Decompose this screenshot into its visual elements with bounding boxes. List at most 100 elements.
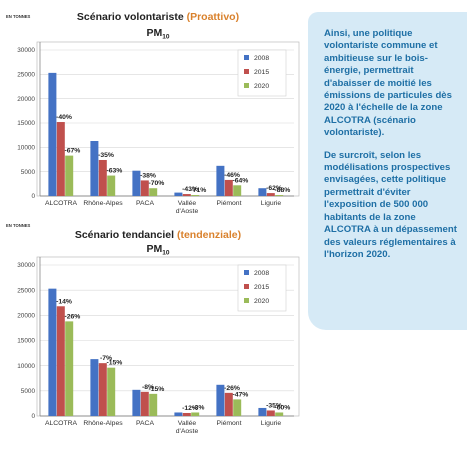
x-tick-label: Vallée bbox=[178, 200, 197, 207]
y-tick-label: 10000 bbox=[17, 363, 35, 370]
bar-2020 bbox=[233, 185, 242, 196]
chart-tendanciel: EN TONNES Scénario tendanciel (tendenzial… bbox=[0, 218, 300, 450]
bar-2020 bbox=[275, 195, 284, 196]
chart-subtitle-main: PM bbox=[147, 243, 163, 255]
data-label: -14% bbox=[56, 298, 72, 305]
x-tick-label: Ligurie bbox=[261, 200, 282, 207]
bar-2020 bbox=[233, 399, 242, 416]
data-label: -38% bbox=[140, 172, 156, 179]
bar-2008 bbox=[216, 384, 225, 416]
bar-2020 bbox=[65, 155, 74, 196]
data-label: -67% bbox=[64, 148, 80, 155]
legend-label: 2015 bbox=[254, 69, 269, 76]
y-tick-label: 30000 bbox=[17, 47, 35, 54]
x-tick-label: Vallée bbox=[178, 420, 197, 427]
data-label: -43% bbox=[182, 186, 198, 193]
data-label: -8% bbox=[142, 384, 154, 391]
info-panel: Ainsi, une politique volontariste commun… bbox=[308, 12, 467, 330]
bar-2015 bbox=[266, 410, 275, 416]
data-label: -35% bbox=[266, 402, 282, 409]
chart-title-main: Scénario tendanciel bbox=[75, 229, 177, 241]
data-label: -3% bbox=[192, 404, 204, 411]
data-label: -26% bbox=[64, 313, 80, 320]
bar-2020 bbox=[149, 393, 158, 416]
data-label: -62% bbox=[266, 185, 282, 192]
chart-svg: EN TONNES Scénario tendanciel (tendenzial… bbox=[6, 223, 300, 435]
bar-2008 bbox=[48, 288, 57, 416]
chart-subtitle: PM10 bbox=[147, 243, 170, 257]
bar-2020 bbox=[107, 175, 116, 196]
chart-subtitle-sub: 10 bbox=[162, 34, 170, 41]
chart-subtitle-main: PM bbox=[147, 27, 163, 39]
chart-title-accent: (Proattivo) bbox=[187, 11, 240, 23]
data-label: -15% bbox=[106, 360, 122, 367]
legend-label: 2020 bbox=[254, 298, 269, 305]
data-label: -7% bbox=[100, 355, 112, 362]
bar-2015 bbox=[182, 412, 191, 416]
bar-2015 bbox=[98, 363, 107, 416]
bar-2020 bbox=[107, 367, 116, 416]
legend-label: 2020 bbox=[254, 83, 269, 90]
legend-label: 2008 bbox=[254, 55, 269, 62]
bar-2008 bbox=[132, 389, 141, 416]
data-label: -70% bbox=[148, 180, 164, 187]
y-tick-label: 30000 bbox=[17, 262, 35, 269]
bar-2008 bbox=[174, 412, 183, 416]
chart-volontariste: EN TONNES Scénario volontariste (Proattiv… bbox=[0, 0, 300, 218]
y-tick-label: 15000 bbox=[17, 120, 35, 127]
chart-title-accent: (tendenziale) bbox=[177, 229, 241, 241]
bar-2008 bbox=[90, 141, 99, 196]
bar-2020 bbox=[191, 412, 200, 416]
legend-swatch bbox=[244, 69, 249, 74]
x-tick-label: ALCOTRA bbox=[45, 200, 78, 207]
bar-2008 bbox=[132, 170, 141, 196]
y-tick-label: 20000 bbox=[17, 313, 35, 320]
bar-2020 bbox=[275, 412, 284, 416]
x-tick-label: d'Aoste bbox=[176, 208, 199, 215]
bar-2008 bbox=[48, 72, 57, 196]
x-tick-label: PACA bbox=[136, 200, 154, 207]
bar-2015 bbox=[224, 392, 233, 416]
legend-swatch bbox=[244, 270, 249, 275]
unit-label: EN TONNES bbox=[6, 223, 31, 228]
info-paragraph-1: Ainsi, une politique volontariste commun… bbox=[324, 28, 452, 139]
chart-title: Scénario volontariste (Proattivo) bbox=[77, 11, 239, 23]
x-tick-label: d'Aoste bbox=[176, 428, 199, 435]
y-tick-label: 20000 bbox=[17, 96, 35, 103]
data-label: -64% bbox=[232, 177, 248, 184]
y-tick-label: 25000 bbox=[17, 287, 35, 294]
bar-2015 bbox=[266, 193, 275, 196]
bar-2008 bbox=[90, 359, 99, 416]
legend-swatch bbox=[244, 55, 249, 60]
data-label: -46% bbox=[224, 172, 240, 179]
y-tick-label: 5000 bbox=[21, 388, 36, 395]
bar-2015 bbox=[224, 179, 233, 196]
data-label: -35% bbox=[98, 152, 114, 159]
bar-2008 bbox=[216, 165, 225, 196]
chart-subtitle: PM10 bbox=[147, 27, 170, 41]
x-tick-label: ALCOTRA bbox=[45, 420, 78, 427]
bar-2015 bbox=[140, 180, 149, 196]
y-tick-label: 25000 bbox=[17, 72, 35, 79]
y-tick-label: 10000 bbox=[17, 145, 35, 152]
data-label: -88% bbox=[274, 187, 290, 194]
bar-2008 bbox=[258, 407, 267, 416]
unit-label: EN TONNES bbox=[6, 14, 31, 19]
bar-2015 bbox=[182, 194, 191, 196]
data-label: -63% bbox=[106, 168, 122, 175]
y-tick-label: 0 bbox=[31, 413, 35, 420]
data-label: -26% bbox=[224, 385, 240, 392]
x-tick-label: Rhône-Alpes bbox=[83, 200, 123, 207]
legend-swatch bbox=[244, 298, 249, 303]
data-label: -12% bbox=[182, 405, 198, 412]
legend-label: 2008 bbox=[254, 270, 269, 277]
x-tick-label: Piémont bbox=[217, 200, 242, 207]
y-tick-label: 15000 bbox=[17, 338, 35, 345]
bar-2020 bbox=[149, 188, 158, 196]
x-tick-label: PACA bbox=[136, 420, 154, 427]
x-tick-label: Ligurie bbox=[261, 420, 282, 427]
chart-title-main: Scénario volontariste bbox=[77, 11, 187, 23]
chart-subtitle-sub: 10 bbox=[162, 250, 170, 257]
bar-2008 bbox=[174, 192, 183, 196]
info-paragraph-2: De surcroît, selon les modélisations pro… bbox=[324, 149, 457, 260]
